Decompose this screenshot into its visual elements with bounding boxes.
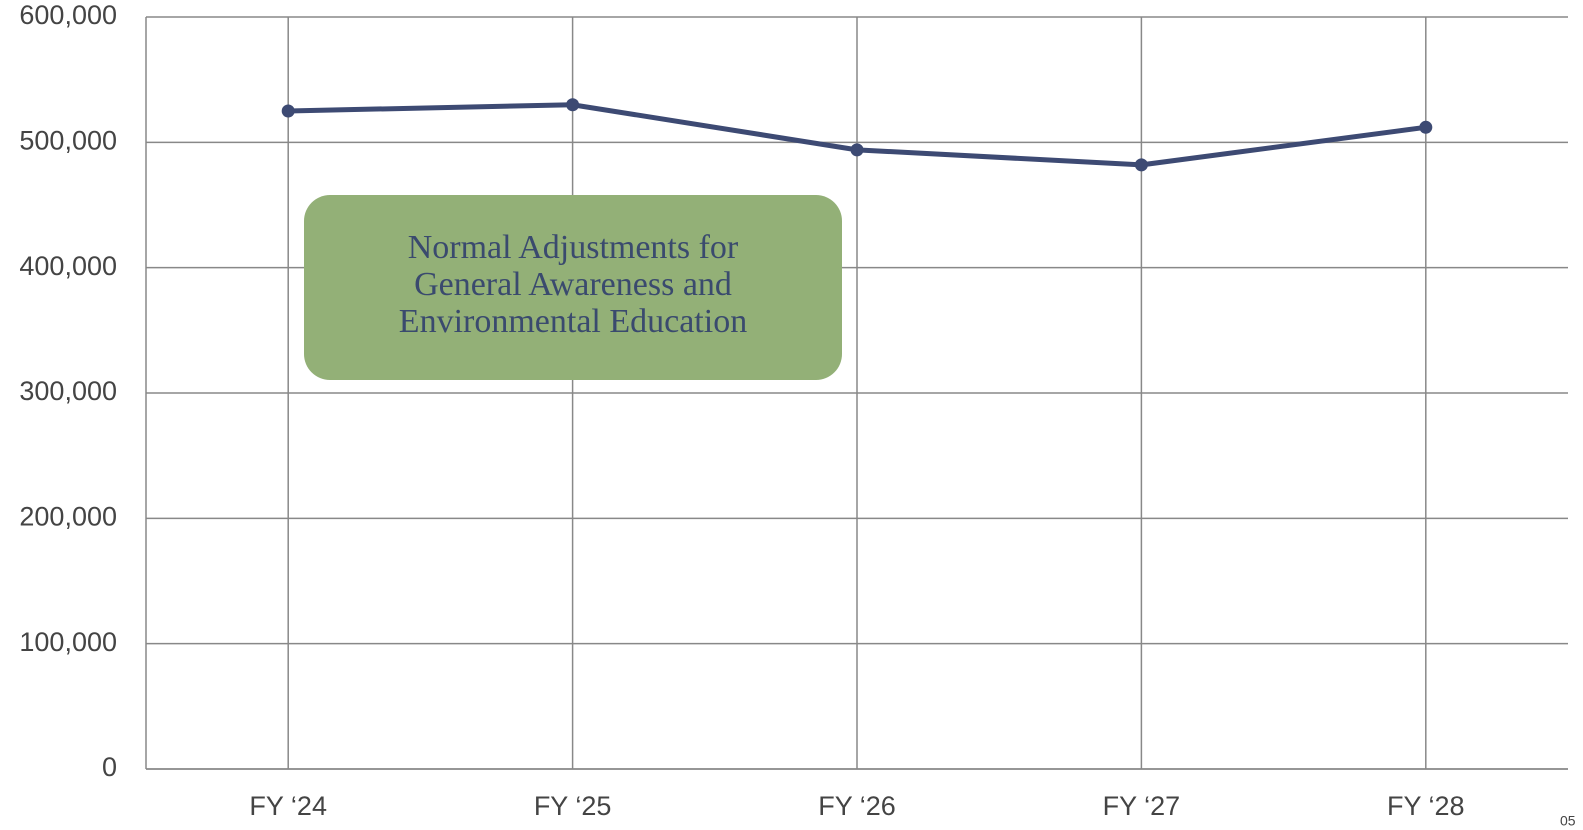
x-tick-label: FY ‘28 — [1387, 791, 1465, 821]
y-tick-label: 400,000 — [19, 251, 117, 281]
y-tick-label: 200,000 — [19, 501, 117, 531]
y-tick-label: 0 — [102, 752, 117, 782]
point — [1134, 158, 1148, 172]
y-tick-label: 100,000 — [19, 627, 117, 657]
y-tick-label: 300,000 — [19, 376, 117, 406]
page-number: 05 — [1560, 813, 1576, 829]
point — [850, 143, 864, 157]
y-tick-label: 500,000 — [19, 125, 117, 155]
annotation-box — [304, 195, 842, 380]
point — [1419, 120, 1433, 134]
x-tick-label: FY ‘25 — [534, 791, 612, 821]
annotation-text: General Awareness and — [414, 266, 732, 303]
annotation-text: Normal Adjustments for — [408, 229, 739, 266]
annotation-text: Environmental Education — [399, 303, 747, 340]
x-tick-label: FY ‘27 — [1103, 791, 1181, 821]
x-tick-label: FY ‘24 — [249, 791, 327, 821]
point — [566, 98, 580, 112]
x-tick-label: FY ‘26 — [818, 791, 896, 821]
y-tick-label: 600,000 — [19, 0, 117, 30]
point — [281, 104, 295, 118]
